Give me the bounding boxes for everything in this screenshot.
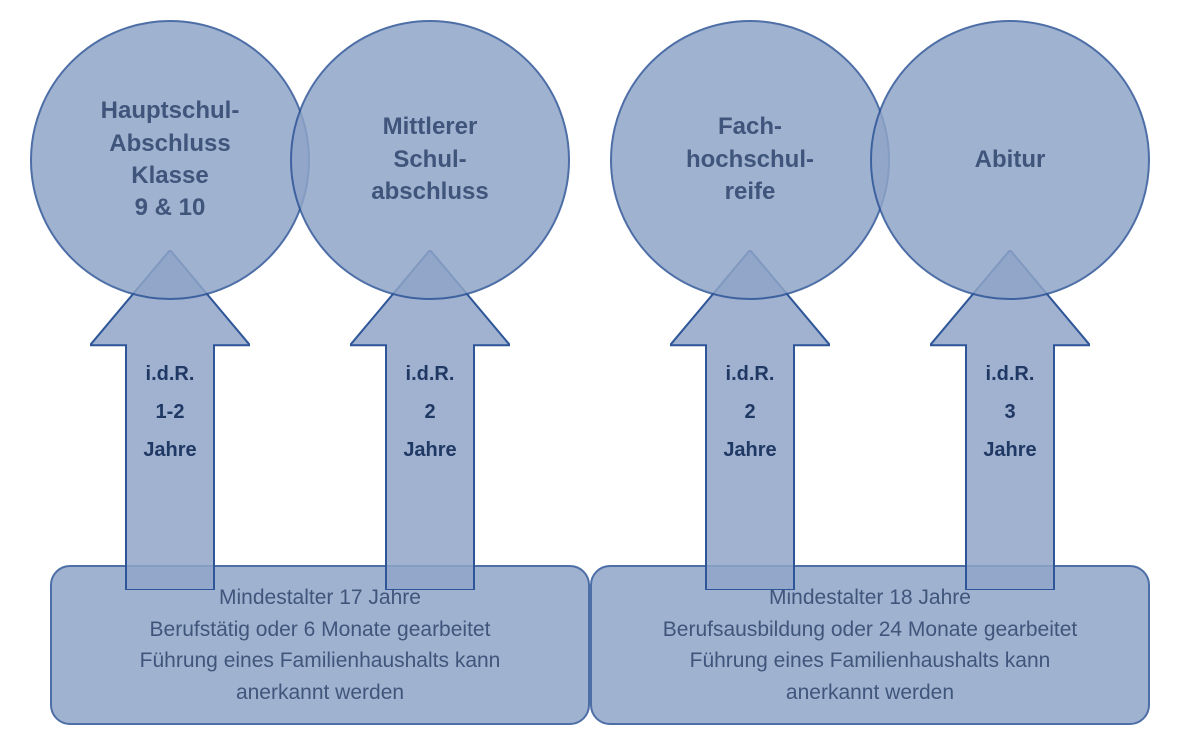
duration-arrow-0: i.d.R.1-2Jahre — [90, 250, 250, 590]
duration-arrow-2: i.d.R.2Jahre — [670, 250, 830, 590]
qualification-label: Hauptschul-AbschlussKlasse9 & 10 — [91, 95, 250, 225]
qualification-circle-0: Hauptschul-AbschlussKlasse9 & 10 — [30, 20, 310, 300]
qualification-circle-1: MittlererSchul-abschluss — [290, 20, 570, 300]
qualification-label: MittlererSchul-abschluss — [361, 111, 498, 208]
duration-arrow-text: i.d.R.3Jahre — [930, 355, 1090, 469]
requirement-box-text: Mindestalter 17 JahreBerufstätig oder 6 … — [140, 582, 501, 708]
duration-arrow-3: i.d.R.3Jahre — [930, 250, 1090, 590]
duration-arrow-text: i.d.R.1-2Jahre — [90, 355, 250, 469]
qualification-label: Fach-hochschul-reife — [676, 111, 824, 208]
duration-arrow-1: i.d.R.2Jahre — [350, 250, 510, 590]
requirement-box-text: Mindestalter 18 JahreBerufsausbildung od… — [663, 582, 1077, 708]
duration-arrow-text: i.d.R.2Jahre — [670, 355, 830, 469]
duration-arrow-text: i.d.R.2Jahre — [350, 355, 510, 469]
qualification-circle-3: Abitur — [870, 20, 1150, 300]
qualification-label: Abitur — [965, 144, 1056, 176]
qualification-circle-2: Fach-hochschul-reife — [610, 20, 890, 300]
